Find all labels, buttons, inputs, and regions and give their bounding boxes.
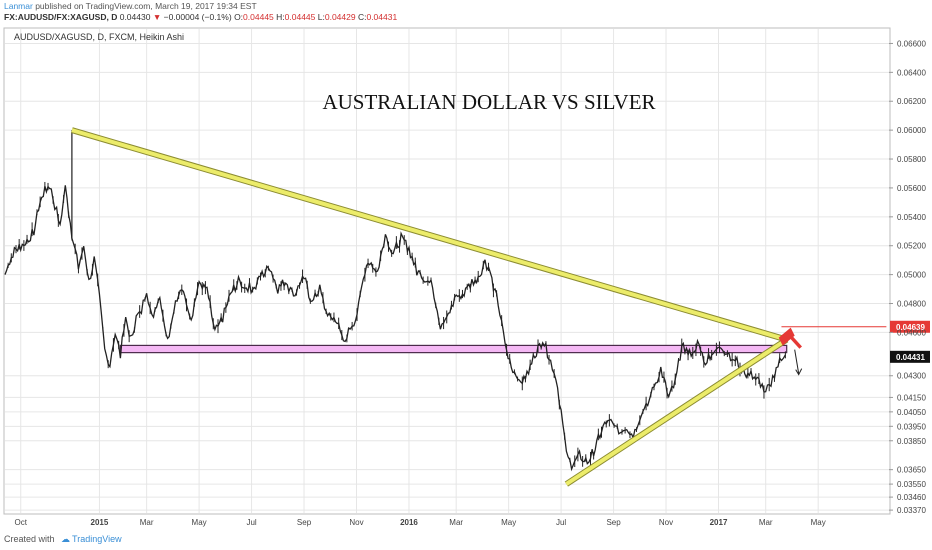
chart-border xyxy=(3,27,891,515)
y-tick-label: 0.05400 xyxy=(897,213,926,222)
target-marker-icon xyxy=(778,327,795,346)
y-tick-label: 0.04800 xyxy=(897,300,926,309)
x-tick-label: 2017 xyxy=(710,518,728,527)
descending-trendline xyxy=(71,128,788,342)
y-tick-label: 0.05000 xyxy=(897,271,926,280)
support-zone-box xyxy=(119,344,788,354)
y-tick-label: 0.06400 xyxy=(897,68,926,77)
created-with-text: Created with xyxy=(4,534,55,544)
x-tick-label: May xyxy=(501,518,516,527)
down-arrow-icon xyxy=(794,349,800,374)
ohlc-open-value: 0.04445 xyxy=(243,12,274,22)
y-tick-label: 0.03370 xyxy=(897,506,926,515)
ohlc-open-label: O: xyxy=(234,12,244,22)
chart-grid xyxy=(5,29,889,513)
y-tick-label: 0.05200 xyxy=(897,242,926,251)
y-tick-label: 0.04050 xyxy=(897,408,926,417)
symbol-name: FX:AUDUSD/FX:XAGUSD, D xyxy=(4,12,118,22)
change-value: −0.00004 (−0.1%) xyxy=(163,12,232,22)
publish-info: Lanmar published on TradingView.com, Mar… xyxy=(4,1,257,11)
x-tick-label: Mar xyxy=(759,518,773,527)
y-tick-label: 0.06200 xyxy=(897,97,926,106)
x-axis: Oct 2015 Mar May Jul Sep Nov 2016 Mar May Jul Sep No… xyxy=(15,518,826,527)
y-tick-label: 0.04300 xyxy=(897,372,926,381)
ohlc-low-value: 0.04429 xyxy=(324,12,356,22)
y-tick-label: 0.05800 xyxy=(897,155,926,164)
ascending-trendline xyxy=(565,337,788,486)
trendlines[interactable] xyxy=(71,127,789,487)
x-tick-label: May xyxy=(811,518,826,527)
ohlc-high-label: H: xyxy=(276,12,285,22)
y-tick-label: 0.03950 xyxy=(897,422,926,431)
level-price-label-bg xyxy=(890,320,930,333)
y-tick-label: 0.06000 xyxy=(897,126,926,135)
tradingview-logo-icon[interactable]: ☁ xyxy=(61,534,71,544)
y-tick-label: 0.03850 xyxy=(897,437,926,446)
publish-text: published on TradingView.com, March 19, … xyxy=(35,1,257,11)
x-tick-label: Sep xyxy=(606,518,621,527)
chart-title: AUSTRALIAN DOLLAR VS SILVER xyxy=(322,90,655,114)
footer: Created with ☁ TradingView xyxy=(4,534,122,545)
ohlc-open: O:0.04445 xyxy=(234,12,276,22)
x-tick-label: Jul xyxy=(246,518,256,527)
ohlc-low-label: L: xyxy=(317,12,325,22)
x-tick-label: 2015 xyxy=(91,518,109,527)
x-tick-label: Nov xyxy=(659,518,673,527)
down-arrow-head xyxy=(795,368,803,376)
x-tick-label: Mar xyxy=(449,518,463,527)
target-marker-tail xyxy=(789,335,802,349)
last-price: 0.04430 xyxy=(119,12,151,22)
ohlc-close-value: 0.04431 xyxy=(366,12,398,22)
y-tick-label: 0.03460 xyxy=(897,493,926,502)
x-tick-label: Sep xyxy=(297,518,312,527)
annotations[interactable]: 0.04639 0.04431 xyxy=(778,320,930,376)
ohlc-high: H:0.04445 xyxy=(276,12,318,22)
current-price-label: 0.04431 xyxy=(896,353,925,362)
ohlc-low: L:0.04429 xyxy=(318,12,358,22)
ohlc-high-value: 0.04445 xyxy=(284,12,316,22)
y-tick-label: 0.04600 xyxy=(897,328,926,337)
author-link[interactable]: Lanmar xyxy=(4,1,33,11)
y-tick-label: 0.03550 xyxy=(897,480,926,489)
x-tick-label: May xyxy=(192,518,207,527)
chart-legend: AUDUSD/XAGUSD, D, FXCM, Heikin Ashi xyxy=(14,32,184,42)
y-tick-label: 0.05600 xyxy=(897,184,926,193)
support-zone[interactable] xyxy=(119,344,788,354)
tradingview-brand[interactable]: TradingView xyxy=(72,534,122,544)
y-tick-label: 0.03650 xyxy=(897,466,926,475)
ohlc-close-label: C: xyxy=(357,12,367,22)
x-tick-label: Jul xyxy=(556,518,566,527)
level-price-label: 0.04639 xyxy=(896,323,925,332)
y-tick-label: 0.06600 xyxy=(897,39,926,48)
price-line xyxy=(4,185,786,472)
down-arrow-icon: ▼ xyxy=(152,12,162,22)
ohlc-close: C:0.04431 xyxy=(358,12,397,22)
x-tick-label: 2016 xyxy=(400,518,418,527)
x-tick-label: Nov xyxy=(349,518,363,527)
symbol-info: FX:AUDUSD/FX:XAGUSD, D 0.04430 ▼ −0.0000… xyxy=(4,12,397,22)
price-series xyxy=(4,130,786,472)
current-price-label-bg xyxy=(890,350,930,363)
y-axis: 0.06600 0.06400 0.06200 0.06000 0.05800 0.056… xyxy=(889,39,926,515)
x-tick-label: Oct xyxy=(15,518,28,527)
x-tick-label: Mar xyxy=(140,518,154,527)
y-tick-label: 0.04150 xyxy=(897,393,926,402)
